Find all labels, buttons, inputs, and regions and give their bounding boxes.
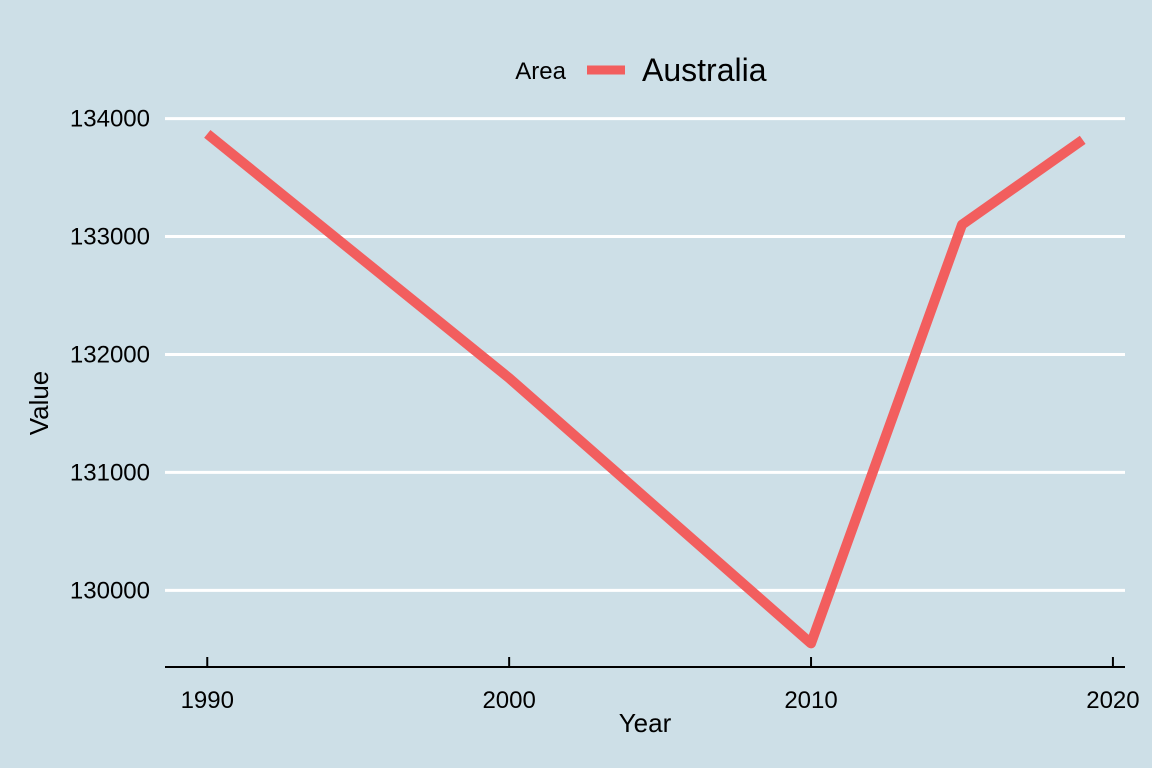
y-tick-label: 133000: [70, 224, 150, 251]
legend: Area Australia: [515, 52, 766, 88]
y-tick-label: 130000: [70, 577, 150, 604]
x-tick-labels: 1990 2000 2010 2020: [181, 687, 1140, 714]
x-tick-label: 2010: [784, 687, 837, 714]
x-axis-title: Year: [619, 708, 672, 738]
y-tick-label: 131000: [70, 459, 150, 486]
y-tick-label: 134000: [70, 106, 150, 133]
x-tick-label: 2020: [1086, 687, 1139, 714]
x-tick-label: 1990: [181, 687, 234, 714]
y-axis: 130000 131000 132000 133000 134000: [70, 106, 150, 605]
legend-title: Area: [515, 58, 566, 85]
y-tick-label: 132000: [70, 341, 150, 368]
x-axis: [165, 657, 1125, 668]
x-tick-label: 2000: [482, 687, 535, 714]
series-layer: [204, 130, 1086, 649]
y-axis-title: Value: [24, 371, 54, 436]
legend-label-australia: Australia: [642, 52, 767, 88]
gridlines: [165, 117, 1125, 592]
